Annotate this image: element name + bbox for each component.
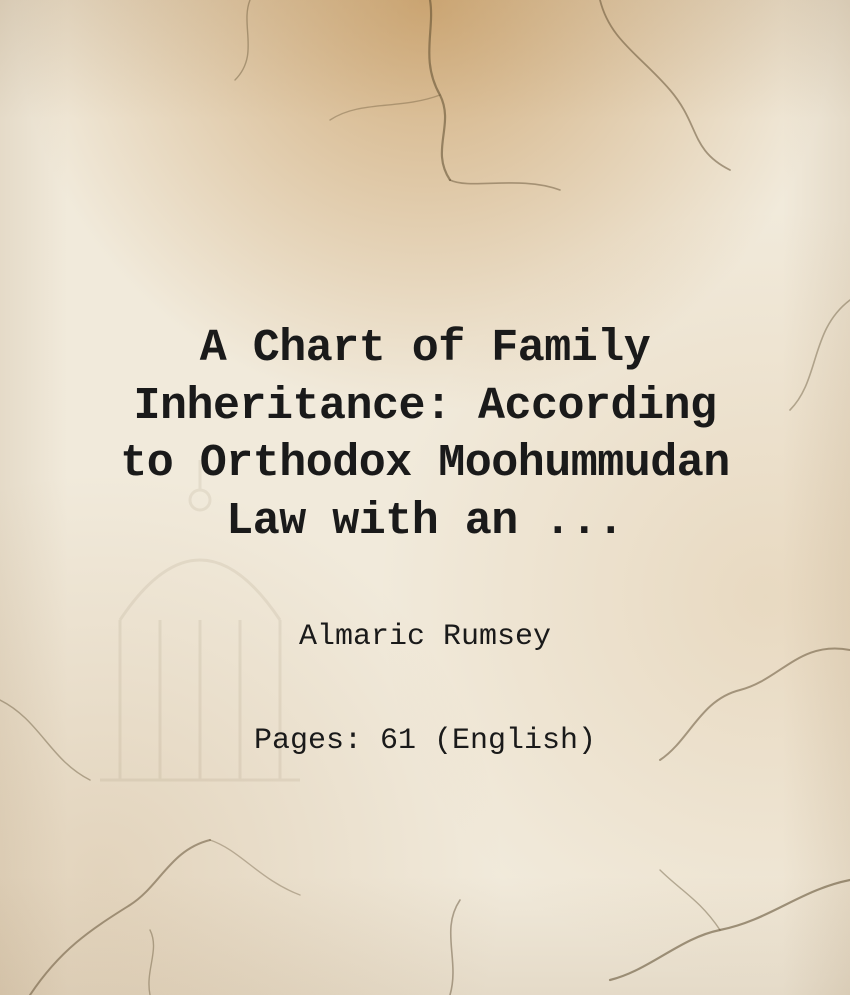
book-title: A Chart of Family Inheritance: According… xyxy=(105,320,745,550)
book-cover: A Chart of Family Inheritance: According… xyxy=(0,0,850,995)
book-author: Almaric Rumsey xyxy=(299,620,551,654)
book-pages: Pages: 61 (English) xyxy=(254,724,596,758)
